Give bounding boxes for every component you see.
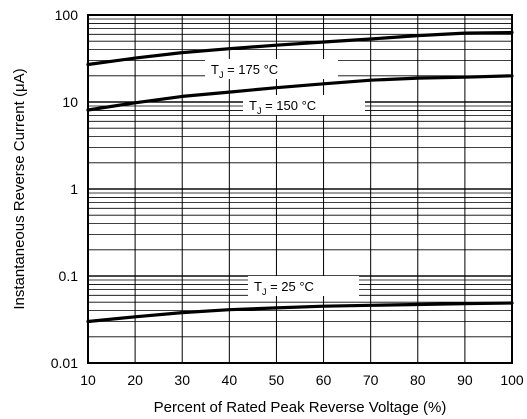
y-tick-label: 0.1 — [59, 268, 79, 284]
series-annotation: TJ = 25 °C — [248, 276, 359, 297]
annotation-background — [205, 59, 338, 79]
annotation-background — [248, 276, 359, 296]
x-tick-label: 60 — [316, 372, 332, 388]
plot-frame — [87, 14, 513, 364]
y-tick-label: 10 — [62, 94, 78, 110]
x-tick-label: 20 — [127, 372, 143, 388]
x-axis-label: Percent of Rated Peak Reverse Voltage (%… — [154, 399, 447, 416]
series-annotation: TJ = 150 °C — [243, 95, 365, 116]
x-tick-label: 30 — [174, 372, 190, 388]
annotation-label: TJ = 175 °C — [211, 62, 278, 80]
x-tick-labels: 10 20 30 40 50 60 70 80 90 100 — [80, 372, 524, 388]
x-tick-label: 70 — [363, 372, 379, 388]
series-line — [86, 30, 514, 67]
x-tick-label: 100 — [500, 372, 524, 388]
series-line — [86, 74, 514, 112]
x-tick-label: 40 — [222, 372, 238, 388]
x-tick-label: 80 — [410, 372, 426, 388]
y-tick-label: 0.01 — [51, 355, 78, 371]
y-tick-label: 100 — [55, 7, 79, 23]
x-tick-label: 90 — [457, 372, 473, 388]
series-line — [86, 301, 514, 324]
annotation-background — [243, 95, 365, 115]
annotation-label: TJ = 25 °C — [254, 279, 314, 297]
series-annotation: TJ = 175 °C — [205, 59, 338, 80]
y-tick-labels: 0.01 0.1 1 10 100 — [51, 7, 78, 371]
x-tick-label: 10 — [80, 372, 96, 388]
x-tick-label: 50 — [269, 372, 285, 388]
annotation-layer: TJ = 175 °C TJ = 150 °C TJ = 25 °C — [205, 59, 365, 297]
annotation-label: TJ = 150 °C — [249, 98, 316, 116]
y-tick-label: 1 — [70, 181, 78, 197]
y-axis-label: Instantaneous Reverse Current (μA) — [11, 68, 28, 309]
series-layer — [86, 30, 514, 324]
